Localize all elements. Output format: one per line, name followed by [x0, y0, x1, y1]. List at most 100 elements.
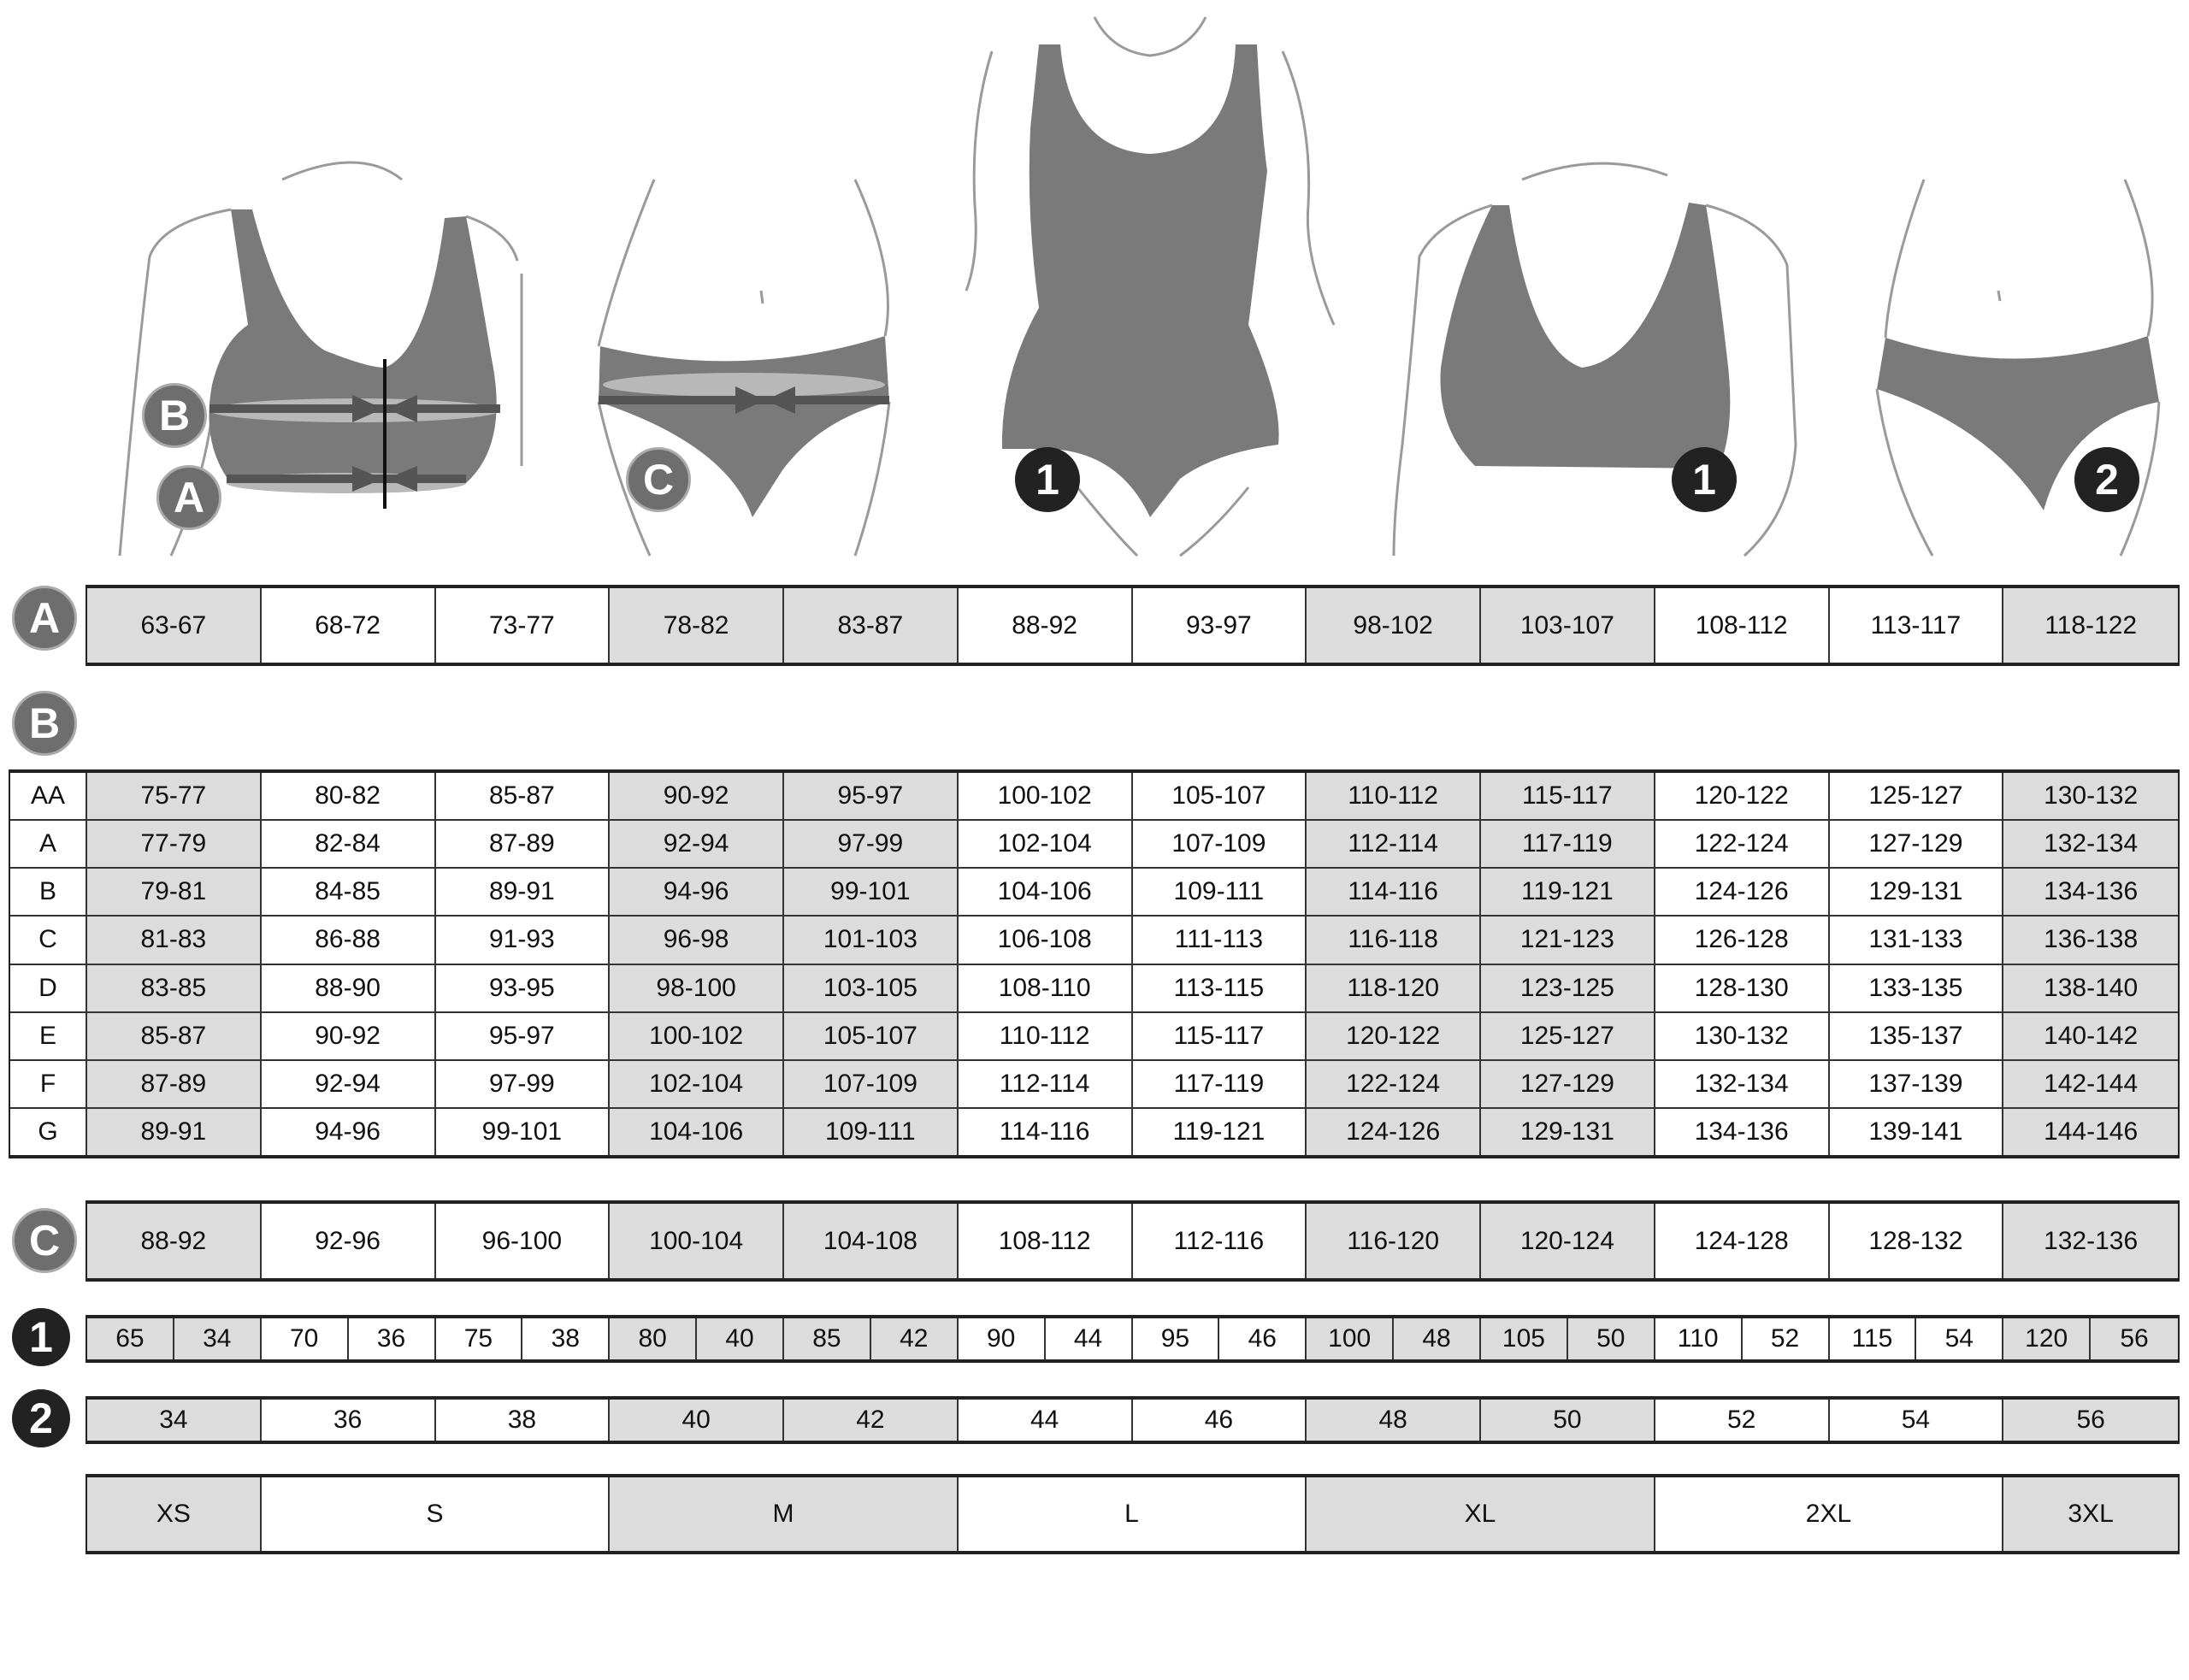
table-cell: 108-112 — [1655, 588, 1830, 663]
table-cell: 38 — [522, 1318, 611, 1359]
table-cell: 48 — [1394, 1318, 1481, 1359]
table-cell: 52 — [1655, 1400, 1830, 1441]
table-cell: 112-116 — [1132, 1204, 1307, 1278]
hips-table-c: 88-92 92-96 96-100 100-104 104-108 108-112 112… — [86, 1200, 2180, 1282]
table-cell: 56 — [2091, 1318, 2178, 1359]
table-cell: 79-81 — [87, 869, 262, 917]
table-cell: 130-132 — [1655, 1012, 1830, 1061]
table-cell: L — [958, 1477, 1307, 1551]
table-cell: 38 — [435, 1400, 611, 1441]
measurement-bands — [209, 359, 889, 509]
badge-1-swimsuit: 1 — [1015, 447, 1080, 512]
table-cell: 96-98 — [610, 917, 784, 965]
table-cell: F — [10, 1060, 87, 1109]
table-cell: 115 — [1829, 1318, 1917, 1359]
table-cell: 125-127 — [1829, 773, 2004, 822]
table-cell: C — [10, 917, 87, 965]
badge-1: 1 — [12, 1308, 70, 1366]
table-cell: G — [10, 1108, 87, 1155]
table-cell: 100 — [1307, 1318, 1395, 1359]
table-cell: 3XL — [2003, 1477, 2178, 1551]
table-cell: 107-109 — [784, 1060, 959, 1109]
table-cell: 126-128 — [1655, 917, 1830, 965]
table-cell: 97-99 — [435, 1060, 611, 1109]
table-cell: 85-87 — [435, 773, 611, 822]
table-cell: 63-67 — [87, 588, 262, 663]
table-cell: 92-96 — [261, 1204, 436, 1278]
bra-figure — [1440, 203, 1731, 469]
table-cell: 98-102 — [1307, 588, 1481, 663]
table-cell: 100-102 — [610, 1012, 784, 1061]
table-cell: 42 — [784, 1400, 959, 1441]
table-cell: 122-124 — [1307, 1060, 1481, 1109]
table-cell: 94-96 — [261, 1108, 436, 1155]
table-cell: 132-136 — [2003, 1204, 2178, 1278]
table-cell: 99-101 — [784, 869, 959, 917]
table-cell: M — [610, 1477, 959, 1551]
table-cell: 118-122 — [2003, 588, 2178, 663]
table-cell: 112-114 — [958, 1060, 1133, 1109]
table-cell: 85-87 — [87, 1012, 262, 1061]
table-cell: 105-107 — [784, 1012, 959, 1061]
table-cell: 90-92 — [261, 1012, 436, 1061]
bust-cup-table-b: AA 75-77 80-82 85-87 90-92 95-97 100-102 105-10… — [9, 769, 2180, 1158]
table-cell: 56 — [2003, 1400, 2178, 1441]
table-cell: 50 — [1567, 1318, 1655, 1359]
badge-b-figure: B — [142, 383, 207, 448]
table-cell: 114-116 — [1307, 869, 1481, 917]
table-cell: 84-85 — [261, 869, 436, 917]
table-cell: 129-131 — [1481, 1108, 1655, 1155]
table-cell: 105 — [1481, 1318, 1568, 1359]
table-cell: 123-125 — [1481, 964, 1655, 1013]
table-cell: 44 — [1045, 1318, 1133, 1359]
table-cell: 87-89 — [435, 821, 611, 869]
table-cell: 82-84 — [261, 821, 436, 869]
table-cell: 95 — [1132, 1318, 1220, 1359]
table-cell: 122-124 — [1655, 821, 1830, 869]
table-cell: 115-117 — [1132, 1012, 1307, 1061]
briefs-size-table-2: 34 36 38 40 42 44 46 48 50 52 54 56 — [86, 1396, 2180, 1444]
table-cell: 54 — [1829, 1400, 2004, 1441]
badge-2: 2 — [12, 1389, 70, 1447]
table-cell: 130-132 — [2003, 773, 2178, 822]
table-cell: 50 — [1481, 1400, 1655, 1441]
table-cell: 144-146 — [2003, 1108, 2178, 1155]
table-cell: 40 — [697, 1318, 784, 1359]
table-cell: 68-72 — [261, 588, 436, 663]
table-cell: 65 — [87, 1318, 174, 1359]
table-cell: 102-104 — [958, 821, 1133, 869]
table-cell: 103-107 — [1481, 588, 1655, 663]
table-cell: 137-139 — [1829, 1060, 2004, 1109]
table-cell: A — [10, 821, 87, 869]
underbust-table-a: 63-67 68-72 73-77 78-82 83-87 88-92 93-97 98-10… — [86, 585, 2180, 666]
bra-figure-measure — [209, 209, 497, 483]
table-cell: 97-99 — [784, 821, 959, 869]
table-cell: 88-92 — [958, 588, 1133, 663]
table-cell: 94-96 — [610, 869, 784, 917]
table-cell: 104-106 — [610, 1108, 784, 1155]
table-cell: 88-90 — [261, 964, 436, 1013]
briefs-figure — [1877, 336, 2159, 510]
table-cell: D — [10, 964, 87, 1013]
table-cell: 129-131 — [1829, 869, 2004, 917]
table-cell: 46 — [1132, 1400, 1307, 1441]
table-cell: 125-127 — [1481, 1012, 1655, 1061]
table-cell: 48 — [1307, 1400, 1481, 1441]
table-cell: 114-116 — [958, 1108, 1133, 1155]
table-cell: 106-108 — [958, 917, 1133, 965]
badge-c: C — [12, 1208, 77, 1273]
table-cell: 140-142 — [2003, 1012, 2178, 1061]
table-cell: 113-117 — [1829, 588, 2004, 663]
badge-2-briefs: 2 — [2074, 447, 2139, 512]
table-cell: 134-136 — [2003, 869, 2178, 917]
table-cell: 127-129 — [1481, 1060, 1655, 1109]
table-cell: 109-111 — [1132, 869, 1307, 917]
table-cell: 88-92 — [87, 1204, 262, 1278]
table-cell: 124-126 — [1307, 1108, 1481, 1155]
table-cell: 36 — [261, 1400, 436, 1441]
table-cell: 120-122 — [1307, 1012, 1481, 1061]
table-cell: 118-120 — [1307, 964, 1481, 1013]
table-cell: 83-87 — [784, 588, 959, 663]
table-cell: 116-120 — [1307, 1204, 1481, 1278]
table-cell: 90 — [958, 1318, 1046, 1359]
